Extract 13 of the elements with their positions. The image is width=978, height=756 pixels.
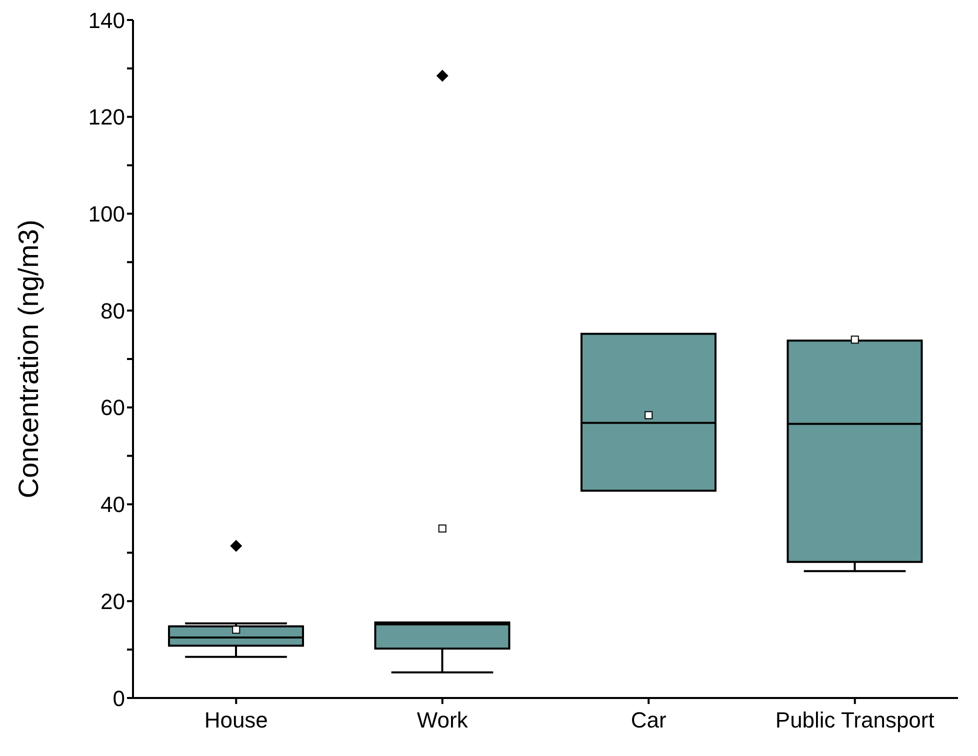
x-tick-label: Car (630, 708, 666, 733)
y-tick-label: 100 (88, 202, 125, 227)
x-tick-label: Work (416, 708, 469, 733)
y-tick-label: 40 (100, 492, 125, 518)
x-tick-label: House (204, 708, 268, 733)
x-tick-label: Public Transport (775, 708, 934, 733)
y-tick-label: 120 (88, 104, 125, 130)
y-tick-label: 140 (88, 8, 125, 33)
y-tick-label: 0 (112, 686, 125, 711)
y-axis-title: Concentration (ng/m3) (12, 220, 44, 498)
y-tick-label: 80 (100, 298, 125, 324)
y-tick-label: 60 (100, 395, 125, 420)
y-tick-label: 20 (100, 588, 125, 614)
